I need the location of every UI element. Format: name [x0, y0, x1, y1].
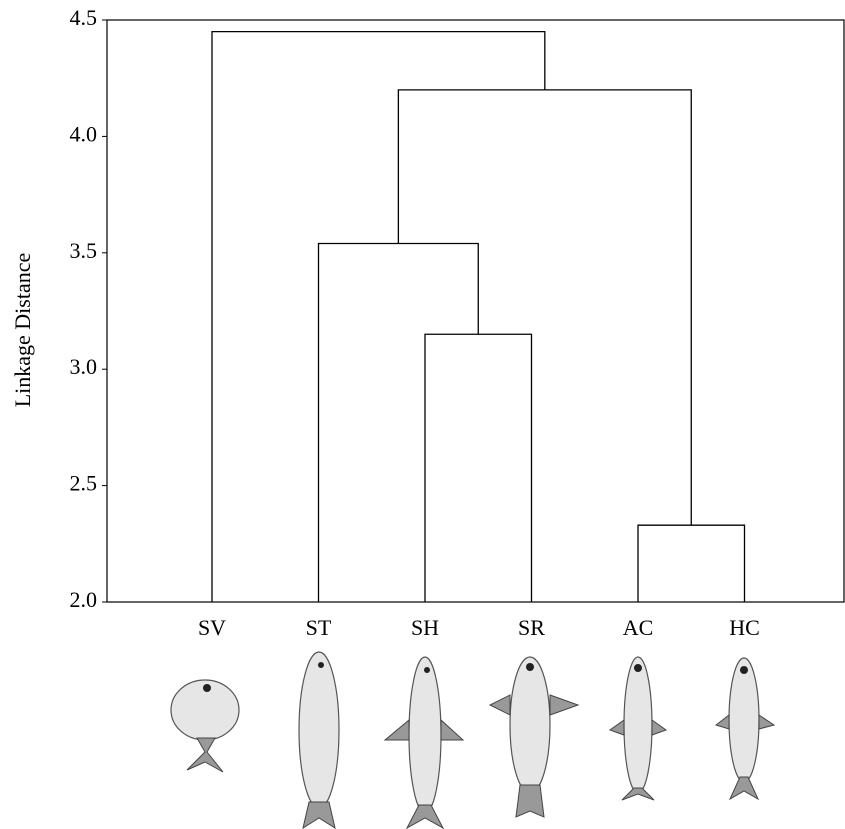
y-tick-label: 2.0 — [70, 587, 98, 612]
leaf-label: ST — [306, 615, 332, 640]
y-axis-label: Linkage Distance — [10, 253, 35, 408]
dendrogram-link — [317, 242, 479, 602]
leaf-label: HC — [729, 615, 760, 640]
plot-frame — [106, 19, 845, 603]
dendrogram-link — [637, 524, 746, 602]
dendrogram-link — [211, 30, 546, 602]
leaf-label: SV — [198, 615, 226, 640]
leaf-label: AC — [623, 615, 654, 640]
y-tick-label: 4.5 — [70, 5, 98, 30]
y-tick-label: 2.5 — [70, 471, 98, 496]
y-tick-label: 4.0 — [70, 121, 98, 146]
y-tick-label: 3.0 — [70, 354, 98, 379]
fish-illustrations — [170, 651, 776, 829]
dendrogram-link — [424, 333, 533, 602]
leaf-label: SR — [518, 615, 545, 640]
dendrogram-link — [397, 89, 692, 526]
leaf-label: SH — [411, 615, 439, 640]
y-tick-label: 3.5 — [70, 238, 98, 263]
